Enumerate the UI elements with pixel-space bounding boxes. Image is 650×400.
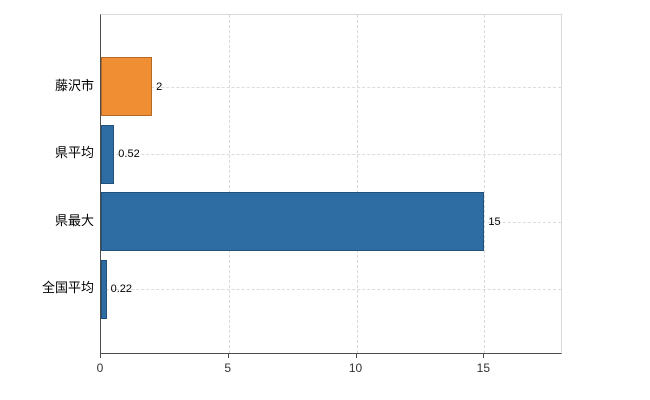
x-tick-mark bbox=[100, 353, 101, 358]
bar-4 bbox=[101, 259, 107, 319]
x-tick-label: 15 bbox=[476, 361, 491, 375]
x-tick-mark bbox=[227, 353, 229, 358]
plot-area: 2 0.52 15 0.22 bbox=[100, 14, 562, 354]
x-tick-mark bbox=[355, 353, 357, 358]
category-label: 県最大 bbox=[54, 212, 94, 228]
x-tick-label: 10 bbox=[348, 361, 363, 375]
x-tick-label: 0 bbox=[96, 361, 104, 375]
bar-1 bbox=[101, 57, 153, 117]
value-label: 0.52 bbox=[118, 148, 140, 161]
category-gridline bbox=[101, 154, 561, 156]
bar-3 bbox=[101, 192, 485, 252]
x-tick-mark bbox=[483, 353, 485, 358]
bar-2 bbox=[101, 124, 115, 184]
category-label: 県平均 bbox=[54, 145, 94, 161]
category-label: 全国平均 bbox=[41, 280, 94, 296]
value-label: 0.22 bbox=[110, 283, 133, 296]
value-label: 2 bbox=[156, 80, 163, 93]
x-tick-label: 5 bbox=[224, 361, 232, 375]
x-gridline bbox=[484, 15, 486, 353]
x-gridline bbox=[228, 15, 230, 353]
category-gridline bbox=[101, 289, 561, 291]
x-gridline bbox=[356, 15, 358, 353]
value-label: 15 bbox=[488, 215, 501, 228]
category-gridline bbox=[101, 86, 561, 88]
category-label: 藤沢市 bbox=[54, 77, 94, 93]
